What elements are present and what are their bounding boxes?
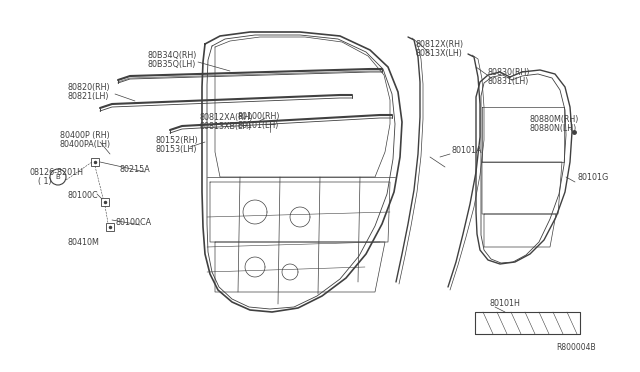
Text: 80101H: 80101H	[490, 299, 521, 308]
Text: R800004B: R800004B	[556, 343, 596, 352]
Text: 80101(LH): 80101(LH)	[238, 121, 280, 129]
Text: 80100CA: 80100CA	[115, 218, 151, 227]
Text: 80831(LH): 80831(LH)	[488, 77, 529, 86]
Text: 80813X(LH): 80813X(LH)	[415, 48, 462, 58]
Text: 80152(RH): 80152(RH)	[155, 135, 198, 144]
Text: 80215A: 80215A	[120, 164, 151, 173]
Text: 80400P (RH): 80400P (RH)	[60, 131, 109, 140]
Text: 80101G: 80101G	[578, 173, 609, 182]
Text: 80812XA(RH): 80812XA(RH)	[200, 112, 253, 122]
Text: 80821(LH): 80821(LH)	[68, 92, 109, 100]
Text: 80880N(LH): 80880N(LH)	[530, 124, 577, 132]
Text: 80100(RH): 80100(RH)	[238, 112, 280, 121]
Bar	[101, 198, 109, 206]
Text: 80410M: 80410M	[68, 237, 100, 247]
Text: 80153(LH): 80153(LH)	[155, 144, 196, 154]
Text: ( 1): ( 1)	[38, 176, 52, 186]
Bar	[106, 223, 114, 231]
Text: 80813XB(LH): 80813XB(LH)	[200, 122, 252, 131]
Text: 80101A: 80101A	[452, 145, 483, 154]
Text: B: B	[56, 174, 60, 180]
Text: 80B34Q(RH): 80B34Q(RH)	[148, 51, 197, 60]
Text: 80400PA(LH): 80400PA(LH)	[60, 140, 111, 148]
Text: 80100C: 80100C	[68, 190, 99, 199]
Text: 80880M(RH): 80880M(RH)	[530, 115, 579, 124]
Text: 08126-8201H: 08126-8201H	[30, 167, 84, 176]
Text: 80B35Q(LH): 80B35Q(LH)	[148, 60, 196, 68]
Text: 80830(RH): 80830(RH)	[488, 67, 531, 77]
Text: 80812X(RH): 80812X(RH)	[415, 39, 463, 48]
Text: 80820(RH): 80820(RH)	[68, 83, 111, 92]
Bar	[91, 158, 99, 166]
